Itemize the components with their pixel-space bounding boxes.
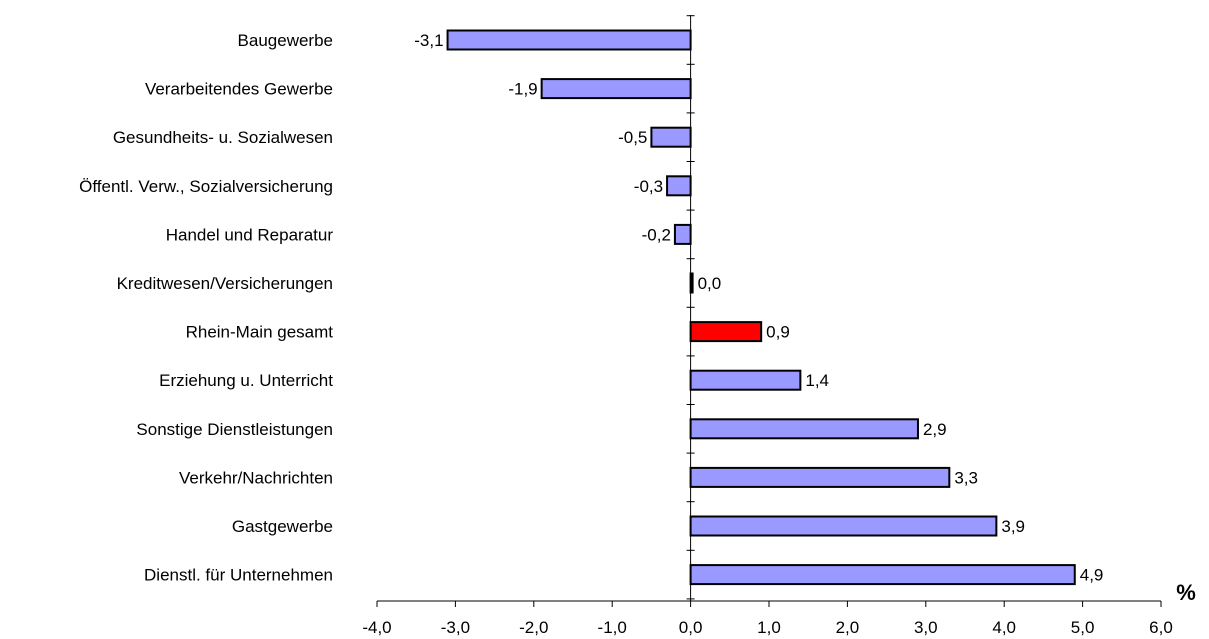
value-label: -0,3 (634, 177, 663, 196)
value-label: 0,9 (766, 323, 790, 342)
value-label: 0,0 (698, 274, 722, 293)
x-tick-label: -1,0 (598, 618, 627, 637)
category-label: Baugewerbe (238, 31, 333, 50)
category-label: Verkehr/Nachrichten (179, 468, 333, 487)
bar (689, 272, 694, 294)
value-label: -0,5 (618, 128, 647, 147)
x-tick-label: 2,0 (836, 618, 860, 637)
bar (540, 78, 692, 100)
value-label: 1,4 (805, 371, 829, 390)
category-label: Gesundheits- u. Sozialwesen (113, 128, 333, 147)
value-label: 2,9 (923, 420, 947, 439)
value-label: 3,9 (1001, 517, 1025, 536)
bar (650, 126, 692, 148)
value-label: -3,1 (414, 31, 443, 50)
value-label: 4,9 (1080, 566, 1104, 585)
x-tick-label: 0,0 (679, 618, 703, 637)
category-label: Kreditwesen/Versicherungen (117, 274, 333, 293)
bar (689, 369, 802, 391)
category-label: Öffentl. Verw., Sozialversicherung (79, 177, 333, 196)
x-axis-unit-label: % (1176, 580, 1196, 605)
bar (666, 175, 692, 197)
bar (689, 418, 919, 440)
value-label: -1,9 (508, 80, 537, 99)
category-label: Handel und Reparatur (166, 225, 334, 244)
x-tick-label: 6,0 (1149, 618, 1173, 637)
bars (446, 29, 1076, 586)
category-label: Verarbeitendes Gewerbe (145, 80, 333, 99)
value-label: 3,3 (954, 468, 978, 487)
axes (376, 15, 1162, 607)
x-tick-label: 3,0 (914, 618, 938, 637)
bar (689, 564, 1076, 586)
bar (689, 466, 951, 488)
x-tick-label: -4,0 (362, 618, 391, 637)
category-label: Sonstige Dienstleistungen (136, 420, 333, 439)
category-label: Dienstl. für Unternehmen (144, 566, 333, 585)
labels: -4,0 -3,0 -2,0 -1,0 0,0 1,0 2,0 3,0 4,0 5,0 6,0 Bau… (79, 31, 1173, 637)
bar (446, 29, 692, 51)
bar (689, 321, 763, 343)
value-label: -0,2 (642, 225, 671, 244)
x-tick-label: 4,0 (992, 618, 1016, 637)
x-tick-label: 5,0 (1071, 618, 1095, 637)
x-tick-label: -2,0 (519, 618, 548, 637)
bar (689, 515, 998, 537)
x-tick-label: 1,0 (757, 618, 781, 637)
bar (673, 223, 692, 245)
category-label: Erziehung u. Unterricht (159, 371, 333, 390)
x-tick-label: -3,0 (441, 618, 470, 637)
category-label: Gastgewerbe (232, 517, 333, 536)
category-label: Rhein-Main gesamt (186, 323, 334, 342)
